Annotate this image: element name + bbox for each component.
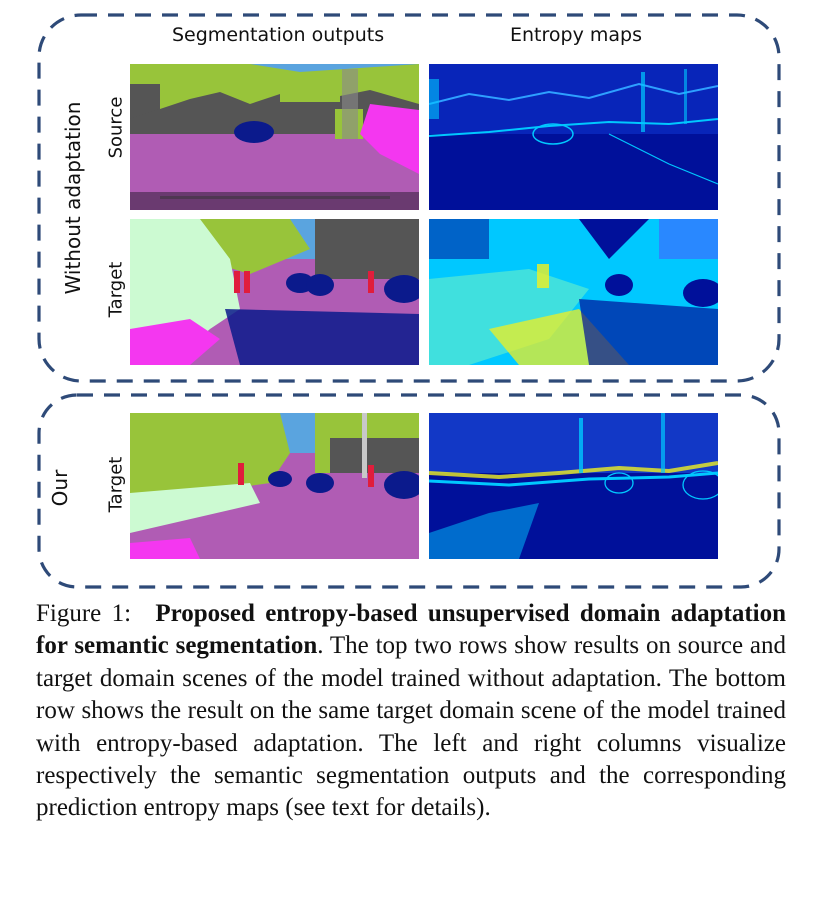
group-label-without-adaptation: Without adaptation xyxy=(61,101,85,295)
entropy-target-image xyxy=(429,219,718,365)
segmentation-ours-target-image xyxy=(130,413,419,559)
row-label-ours-target: Target xyxy=(105,456,127,513)
entropy-source-image xyxy=(429,64,718,210)
caption-body: . The top two rows show results on sourc… xyxy=(36,632,786,822)
caption-title: Proposed entropy-based unsupervised doma… xyxy=(36,600,787,660)
group-label-ours: Our xyxy=(48,469,72,507)
figure-label: Figure 1: xyxy=(36,600,132,627)
figure: Segmentation outputs Entropy maps Withou… xyxy=(37,13,781,589)
row-label-source: Source xyxy=(105,96,127,159)
ours-box xyxy=(37,393,781,589)
column-header-entropy: Entropy maps xyxy=(510,24,642,46)
without-adaptation-box xyxy=(37,13,781,383)
row-label-target: Target xyxy=(105,261,127,318)
figure-caption: Figure 1: Proposed entropy-based unsuper… xyxy=(36,598,786,825)
segmentation-target-image xyxy=(130,219,419,365)
segmentation-source-image xyxy=(130,64,419,210)
entropy-ours-target-image xyxy=(429,413,718,559)
column-header-segmentation: Segmentation outputs xyxy=(172,24,385,46)
